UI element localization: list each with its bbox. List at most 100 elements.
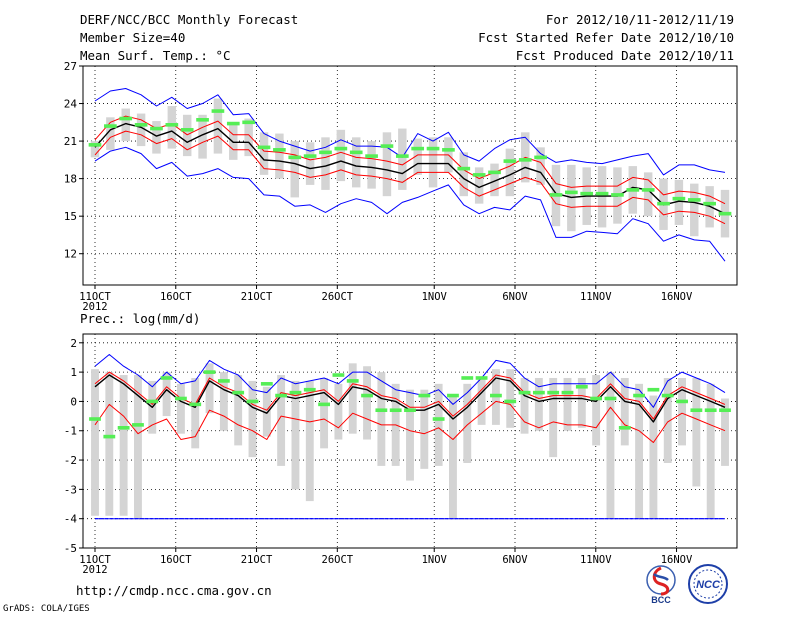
panel-title-prec: Prec.: log(mm/d) [80, 311, 200, 326]
median-marker [273, 148, 286, 152]
median-marker [334, 146, 348, 151]
member-range-box [649, 395, 658, 519]
median-marker [565, 190, 578, 195]
median-marker [595, 191, 609, 196]
median-marker [690, 408, 703, 413]
member-range-box [167, 106, 177, 149]
member-range-box [721, 398, 729, 466]
median-marker [447, 393, 459, 398]
member-range-box [420, 389, 429, 469]
member-range-box [290, 141, 299, 198]
x-tick-label: 6NOV [502, 291, 528, 303]
median-marker [88, 143, 102, 147]
median-marker [504, 399, 517, 404]
median-marker [395, 154, 409, 158]
median-marker [575, 384, 588, 389]
member-range-box [477, 377, 486, 425]
source-url[interactable]: http://cmdp.ncc.cma.gov.cn [76, 583, 272, 598]
series-line-mean-sd [94, 400, 726, 443]
member-range-box [305, 380, 314, 502]
member-range-box [291, 380, 300, 490]
median-marker [418, 393, 431, 398]
y-tick-label: 0 [70, 395, 77, 408]
median-marker [426, 146, 440, 151]
median-marker [319, 150, 332, 155]
forecast-range: For 2012/10/11-2012/11/19 [545, 12, 734, 27]
median-marker [119, 116, 133, 121]
member-range-box [320, 377, 329, 449]
chart-title: DERF/NCC/BCC Monthly Forecast [80, 12, 299, 27]
median-marker [211, 109, 225, 113]
member-range-box [549, 377, 558, 458]
y-tick-label: 21 [64, 135, 77, 148]
y-tick-label: -4 [64, 513, 78, 526]
member-range-box [692, 377, 701, 487]
series-line-minimum [94, 146, 726, 262]
member-range-box [277, 375, 286, 466]
member-range-box [505, 148, 515, 197]
plot-frame-prec [82, 333, 738, 549]
member-range-box [191, 377, 200, 449]
y-tick-label: 24 [64, 98, 78, 111]
y-tick-label: 27 [64, 60, 77, 73]
median-marker [134, 123, 148, 127]
median-marker [275, 393, 288, 398]
median-marker [647, 387, 660, 392]
series-line-maximum [94, 88, 726, 176]
member-range-box [176, 383, 185, 434]
median-marker [242, 120, 255, 125]
median-marker [303, 387, 316, 392]
member-range-box [520, 377, 529, 434]
median-marker [641, 188, 655, 192]
median-marker [226, 121, 240, 126]
member-range-box [234, 375, 243, 446]
median-marker [411, 146, 425, 151]
x-year-label: 2012 [82, 564, 107, 576]
member-range-box [678, 377, 686, 446]
x-tick-label: 26OCT [322, 291, 354, 303]
median-marker [365, 154, 378, 158]
member-range-box [463, 383, 472, 463]
member-range-box [506, 369, 515, 428]
median-marker [490, 393, 502, 398]
median-marker [288, 155, 302, 160]
member-range-box [690, 183, 699, 237]
member-range-box [382, 132, 392, 197]
median-marker [103, 434, 116, 439]
series-line-mean-sd [94, 130, 726, 225]
member-range-box [182, 114, 192, 157]
bcc-logo-icon: BCC [646, 565, 676, 604]
median-marker [611, 193, 624, 197]
forecast-produced-date: Fcst Produced Date 2012/10/11 [515, 48, 734, 63]
median-marker [661, 393, 674, 398]
member-range-box [152, 121, 161, 154]
member-range-box [536, 147, 545, 185]
member-range-box [162, 372, 171, 417]
y-tick-label: 15 [64, 210, 77, 223]
median-marker [150, 126, 163, 131]
member-range-box [248, 380, 257, 458]
median-marker [146, 399, 159, 404]
member-range-box [106, 117, 115, 150]
member-range-box [90, 141, 100, 158]
member-range-box [706, 383, 715, 519]
member-range-box [434, 383, 443, 466]
member-range-box [136, 113, 146, 147]
median-marker [672, 196, 686, 201]
median-marker [561, 390, 574, 395]
median-marker [704, 408, 717, 413]
median-marker [117, 426, 130, 430]
member-range-box [534, 377, 543, 431]
median-marker [703, 201, 716, 206]
plot-frame-temp [82, 65, 738, 286]
x-tick-label: 11NOV [580, 291, 612, 303]
median-marker [303, 154, 317, 158]
x-tick-label: 26OCT [322, 554, 354, 566]
median-marker [461, 376, 474, 380]
median-marker [457, 166, 471, 171]
member-range-box [474, 167, 484, 204]
x-tick-label: 6NOV [502, 554, 528, 566]
median-marker [718, 211, 732, 216]
median-marker [346, 379, 359, 383]
median-marker [580, 191, 594, 196]
